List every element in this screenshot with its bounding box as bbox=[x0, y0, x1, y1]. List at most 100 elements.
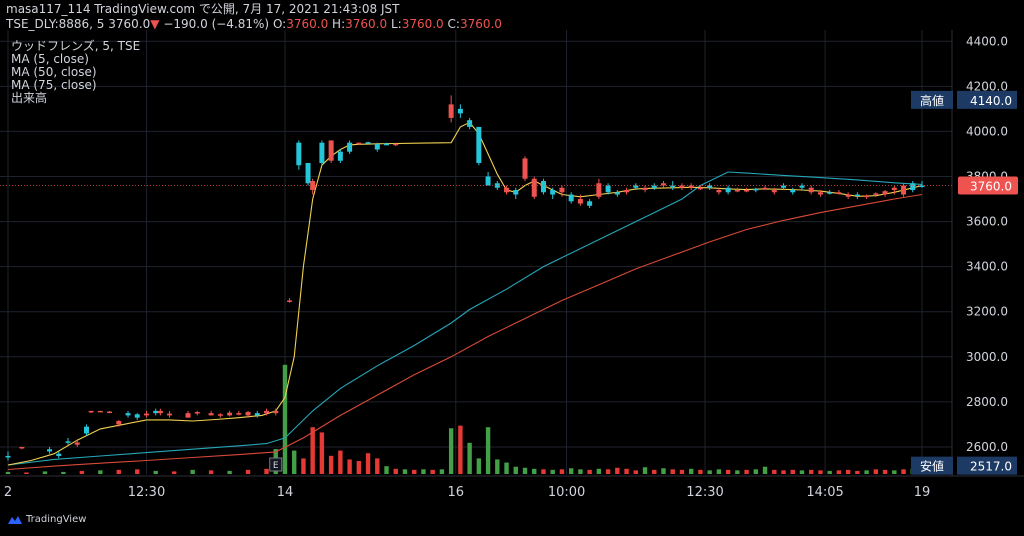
volume-bar bbox=[679, 469, 685, 474]
candle-body bbox=[559, 187, 565, 193]
candle-body bbox=[208, 413, 214, 416]
candle-body bbox=[891, 187, 897, 191]
candle-body bbox=[596, 183, 602, 197]
x-tick-label: 14 bbox=[277, 485, 294, 500]
volume-bar bbox=[809, 469, 814, 474]
volume-bar bbox=[338, 450, 343, 474]
candle-body bbox=[688, 185, 694, 188]
candle-body bbox=[642, 187, 648, 191]
last-price-badge bbox=[958, 176, 1018, 195]
candle-body bbox=[83, 426, 89, 434]
candle-body bbox=[448, 104, 454, 118]
ma75-line bbox=[7, 193, 923, 471]
ohlc-line: TSE_DLY:8886, 5 3760.0▼ −190.0 (−4.81%) … bbox=[6, 17, 502, 32]
candle-body bbox=[19, 446, 25, 449]
legend-title[interactable]: ウッドフレンズ, 5, TSE bbox=[11, 39, 141, 53]
volume-bar bbox=[495, 459, 500, 474]
candle-body bbox=[287, 300, 293, 302]
volume-bar bbox=[135, 469, 140, 474]
axes: 4400.04200.04000.03800.03600.03400.03200… bbox=[0, 30, 1024, 500]
candle-body bbox=[227, 412, 233, 416]
y-tick-label: 4400.0 bbox=[966, 34, 1008, 48]
open-value: 3760.0 bbox=[286, 17, 329, 31]
volume-bar bbox=[836, 470, 842, 474]
y-tick-label: 2600.0 bbox=[966, 440, 1008, 454]
x-tick-label: 19 bbox=[914, 485, 931, 500]
volume-bar bbox=[698, 469, 703, 474]
volume-bar bbox=[716, 469, 722, 474]
y-tick-label: 3000.0 bbox=[966, 350, 1008, 364]
volume-bar bbox=[735, 470, 740, 474]
candle-body bbox=[365, 142, 371, 144]
volume-bar bbox=[633, 470, 638, 474]
legend-volume[interactable]: 出来高 bbox=[11, 91, 48, 105]
volume-bar bbox=[208, 470, 214, 474]
low-value: 3760.0 bbox=[401, 17, 444, 31]
down-triangle-icon: ▼ bbox=[150, 17, 160, 31]
legend-ma50[interactable]: MA (50, close) bbox=[11, 65, 97, 79]
candle-body bbox=[467, 120, 473, 127]
volume-bar bbox=[319, 432, 325, 474]
candle-body bbox=[5, 455, 11, 458]
volume-bar bbox=[347, 459, 352, 474]
legend-ma75[interactable]: MA (75, close) bbox=[11, 78, 97, 92]
candle-body bbox=[614, 192, 620, 195]
volume-bar bbox=[772, 469, 777, 474]
close-label: C: bbox=[447, 17, 460, 31]
volume-bars bbox=[5, 364, 925, 474]
candle-body bbox=[254, 413, 260, 416]
volume-bar bbox=[781, 470, 786, 474]
volume-bar bbox=[799, 470, 805, 474]
volume-bar bbox=[532, 468, 537, 474]
candle-body bbox=[624, 190, 630, 193]
candle-body bbox=[854, 194, 860, 197]
y-tick-label: 4000.0 bbox=[966, 124, 1008, 138]
candle-body bbox=[817, 192, 823, 195]
candlesticks bbox=[5, 95, 925, 461]
candle-body bbox=[605, 185, 611, 193]
x-tick-label: 2 bbox=[4, 485, 12, 500]
volume-bar bbox=[873, 469, 879, 474]
high-value: 3760.0 bbox=[345, 17, 388, 31]
ma5-line bbox=[7, 121, 923, 466]
high-marker-label: 高値 bbox=[920, 93, 944, 108]
volume-bar bbox=[5, 471, 11, 474]
tradingview-logo-icon bbox=[8, 515, 22, 524]
volume-bar bbox=[827, 470, 832, 474]
y-tick-label: 4200.0 bbox=[966, 79, 1008, 93]
low-label: L: bbox=[390, 17, 402, 31]
legend-ma5[interactable]: MA (5, close) bbox=[11, 52, 89, 66]
volume-bar bbox=[430, 469, 435, 474]
tradingview-brand[interactable]: TradingView bbox=[8, 514, 86, 525]
volume-bar bbox=[707, 470, 712, 474]
volume-bar bbox=[882, 469, 888, 474]
candle-body bbox=[660, 183, 666, 186]
open-label: O: bbox=[272, 17, 287, 31]
volume-bar bbox=[245, 469, 251, 474]
volume-bar bbox=[365, 453, 371, 474]
candle-body bbox=[836, 192, 842, 194]
symbol-label: TSE_DLY:8886, 5 bbox=[6, 17, 105, 31]
grid bbox=[0, 30, 952, 474]
y-tick-label: 3400.0 bbox=[966, 260, 1008, 274]
candle-body bbox=[864, 195, 870, 198]
volume-bar bbox=[725, 469, 731, 474]
candle-body bbox=[273, 410, 279, 414]
candle-body bbox=[374, 143, 380, 150]
candle-body bbox=[771, 190, 777, 193]
candle-body bbox=[319, 142, 325, 163]
volume-bar bbox=[485, 427, 491, 474]
volume-bar bbox=[790, 469, 795, 474]
candle-body bbox=[577, 199, 583, 204]
event-marker bbox=[269, 457, 283, 472]
volume-bar bbox=[504, 462, 509, 474]
candle-body bbox=[651, 185, 657, 188]
candle-body bbox=[384, 143, 390, 146]
x-tick-label: 16 bbox=[447, 485, 464, 500]
volume-bar bbox=[61, 471, 66, 474]
volume-bar bbox=[587, 469, 592, 474]
volume-bar bbox=[476, 458, 482, 474]
volume-bar bbox=[292, 450, 297, 474]
